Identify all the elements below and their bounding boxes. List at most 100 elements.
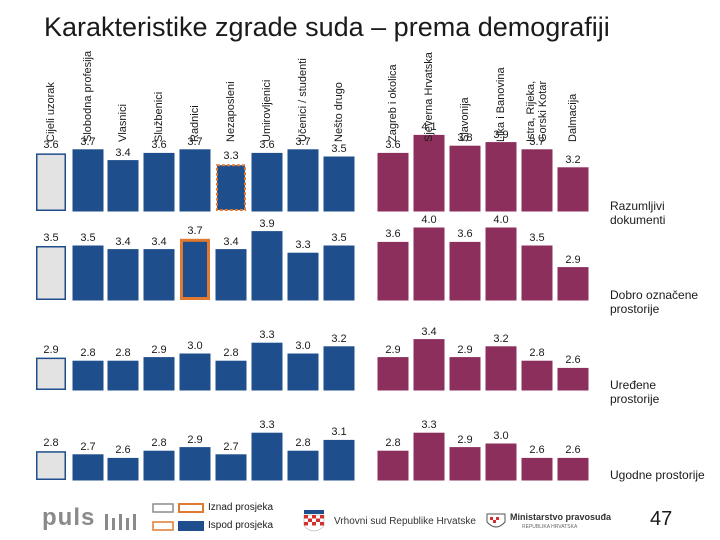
bar-dobro-oznacene-prostorije-umirovljenici [251,231,283,301]
column-header-umirovljenici: Umirovljenici [261,79,273,142]
bar-razumljivi-dokumenti-nesto-drugo [323,156,355,212]
legend-swatch-above [178,503,204,513]
value-label: 3.7 [529,135,545,148]
bar-razumljivi-dokumenti-slavonija [449,145,481,212]
bar-ugodne-prostorije-sjeverna-hrvatska [413,432,445,481]
ministry-name: Ministarstvo pravosuđa [510,512,612,522]
value-label: 3.5 [331,143,347,155]
value-label: 4.1 [421,121,437,134]
legend-label-above: Iznad prosjeka [208,502,274,513]
bar-dobro-oznacene-prostorije-dalmacija [557,267,589,301]
bar-dobro-oznacene-prostorije-slobodna-profesija [72,245,104,301]
value-label: 2.9 [187,433,203,446]
value-label: 2.9 [151,343,167,356]
bar-dobro-oznacene-prostorije-sjeverna-hrvatska [413,227,445,301]
value-label: 3.0 [187,340,203,352]
value-label: 4.0 [421,214,437,226]
value-label: 2.6 [565,354,581,367]
bar-razumljivi-dokumenti-dalmacija [557,167,589,212]
column-header-slavonija: Slavonija [459,97,471,142]
value-label: 2.6 [529,444,545,457]
value-label: 2.9 [565,253,581,266]
value-label: 2.7 [223,440,239,453]
value-label: 3.3 [259,419,275,432]
value-label: 3.6 [385,139,401,152]
bar-ugodne-prostorije-vlasnici [107,457,139,481]
bar-dobro-oznacene-prostorije-slavonija [449,241,481,301]
column-header-nezaposleni: Nezaposleni [225,81,237,142]
bar-razumljivi-dokumenti-istra-rijeka-gorski-kotar [521,149,553,212]
value-label: 3.6 [43,139,59,152]
column-header-cijeli-uzorak: Cijeli uzorak [45,82,57,142]
value-label: 3.3 [223,150,239,163]
value-label: 3.5 [529,232,545,244]
bar-ugodne-prostorije-nesto-drugo [323,439,355,481]
legend-swatch-above-fill [152,503,174,513]
bar-ure-ene-prostorije-slavonija [449,357,481,391]
bar-ugodne-prostorije-umirovljenici [251,432,283,481]
column-header-radnici: Radnici [189,105,201,142]
bar-ugodne-prostorije-zagreb-i-okolica [377,450,409,481]
value-label: 3.4 [223,235,239,248]
value-label: 3.4 [115,235,131,248]
bar-dobro-oznacene-prostorije-vlasnici [107,249,139,301]
value-label: 3.6 [259,139,275,152]
value-label: 3.0 [295,340,311,352]
value-label: 3.4 [421,325,437,338]
bar-ugodne-prostorije-ucenici-studenti [287,450,319,481]
value-label: 4.0 [493,214,509,226]
bar-ure-ene-prostorije-zagreb-i-okolica [377,357,409,391]
bar-dobro-oznacene-prostorije-zagreb-i-okolica [377,241,409,301]
row-label-razumljivi-dokumenti: Razumljivi dokumenti [610,199,666,227]
value-label: 3.4 [151,235,167,248]
value-label: 3.2 [493,332,509,345]
value-label: 3.4 [115,146,131,159]
puls-logo: puls [42,504,138,532]
bar-ure-ene-prostorije-slobodna-profesija [72,360,104,391]
column-header-ucenici-studenti: Učenici / studenti [297,58,309,142]
bar-ugodne-prostorije-slavonija [449,447,481,481]
bar-ure-ene-prostorije-sjeverna-hrvatska [413,339,445,391]
value-label: 2.9 [385,343,401,356]
value-label: 3.3 [259,329,275,342]
value-label: 3.6 [457,228,473,241]
bar-dobro-oznacene-prostorije-cijeli-uzorak [36,246,66,300]
value-label: 2.8 [80,347,96,360]
bar-ure-ene-prostorije-radnici [179,353,211,391]
bar-ure-ene-prostorije-ucenici-studenti [287,353,319,391]
bar-ure-ene-prostorije-lika-i-banovina [485,346,517,391]
value-label: 3.7 [187,135,203,148]
value-label: 3.9 [493,128,509,141]
bar-ugodne-prostorije-slobodna-profesija [72,454,104,481]
column-header-nesto-drugo: Nešto drugo [333,82,345,142]
bar-dobro-oznacene-prostorije-nesto-drugo [323,245,355,301]
value-label: 3.3 [421,419,437,432]
value-label: 2.8 [115,347,131,360]
ministry-logo-icon [486,513,506,528]
value-label: 2.8 [43,437,59,450]
bar-ure-ene-prostorije-dalmacija [557,367,589,391]
bar-ugodne-prostorije-sluzbenici [143,450,175,481]
bar-razumljivi-dokumenti-umirovljenici [251,152,283,212]
value-label: 3.7 [80,135,96,148]
value-label: 3.0 [493,430,509,442]
column-header-sluzbenici: Službenici [153,91,165,142]
legend-label-below: Ispod prosjeka [208,520,274,531]
value-label: 3.8 [457,132,473,145]
bar-razumljivi-dokumenti-radnici [179,149,211,212]
bar-ugodne-prostorije-istra-rijeka-gorski-kotar [521,457,553,481]
value-label: 2.9 [457,343,473,356]
value-label: 3.5 [43,232,59,244]
bar-dobro-oznacene-prostorije-lika-i-banovina [485,227,517,301]
bar-ure-ene-prostorije-istra-rijeka-gorski-kotar [521,360,553,391]
column-header-vlasnici: Vlasnici [117,104,129,142]
value-label: 3.1 [331,426,347,439]
bar-razumljivi-dokumenti-vlasnici [107,160,139,212]
bar-ure-ene-prostorije-nesto-drugo [323,346,355,391]
value-label: 3.3 [295,239,311,252]
value-label: 3.5 [80,232,96,244]
value-label: 2.6 [565,444,581,457]
bar-razumljivi-dokumenti-sluzbenici [143,152,175,212]
bar-dobro-oznacene-prostorije-radnici [180,238,210,301]
